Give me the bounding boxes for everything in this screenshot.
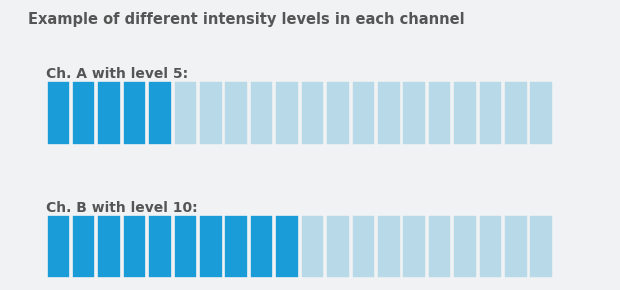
FancyBboxPatch shape (504, 215, 528, 278)
FancyBboxPatch shape (46, 215, 70, 278)
FancyBboxPatch shape (479, 81, 502, 145)
FancyBboxPatch shape (453, 215, 477, 278)
FancyBboxPatch shape (479, 215, 502, 278)
FancyBboxPatch shape (199, 81, 223, 145)
FancyBboxPatch shape (97, 215, 121, 278)
FancyBboxPatch shape (174, 81, 197, 145)
FancyBboxPatch shape (377, 215, 401, 278)
FancyBboxPatch shape (529, 81, 553, 145)
FancyBboxPatch shape (97, 81, 121, 145)
Text: Ch. B with level 10:: Ch. B with level 10: (46, 201, 198, 215)
FancyBboxPatch shape (326, 215, 350, 278)
FancyBboxPatch shape (275, 81, 299, 145)
FancyBboxPatch shape (174, 215, 197, 278)
FancyBboxPatch shape (377, 81, 401, 145)
FancyBboxPatch shape (402, 215, 426, 278)
Text: Example of different intensity levels in each channel: Example of different intensity levels in… (28, 12, 464, 27)
FancyBboxPatch shape (301, 81, 324, 145)
FancyBboxPatch shape (326, 81, 350, 145)
FancyBboxPatch shape (250, 81, 273, 145)
FancyBboxPatch shape (428, 81, 451, 145)
FancyBboxPatch shape (428, 215, 451, 278)
FancyBboxPatch shape (123, 215, 146, 278)
FancyBboxPatch shape (352, 81, 375, 145)
Text: Ch. A with level 5:: Ch. A with level 5: (46, 67, 188, 81)
FancyBboxPatch shape (224, 81, 248, 145)
FancyBboxPatch shape (275, 215, 299, 278)
FancyBboxPatch shape (504, 81, 528, 145)
FancyBboxPatch shape (301, 215, 324, 278)
FancyBboxPatch shape (148, 81, 172, 145)
FancyBboxPatch shape (199, 215, 223, 278)
FancyBboxPatch shape (224, 215, 248, 278)
FancyBboxPatch shape (529, 215, 553, 278)
FancyBboxPatch shape (402, 81, 426, 145)
FancyBboxPatch shape (250, 215, 273, 278)
FancyBboxPatch shape (72, 81, 95, 145)
FancyBboxPatch shape (148, 215, 172, 278)
FancyBboxPatch shape (123, 81, 146, 145)
FancyBboxPatch shape (72, 215, 95, 278)
FancyBboxPatch shape (453, 81, 477, 145)
FancyBboxPatch shape (46, 81, 70, 145)
FancyBboxPatch shape (352, 215, 375, 278)
